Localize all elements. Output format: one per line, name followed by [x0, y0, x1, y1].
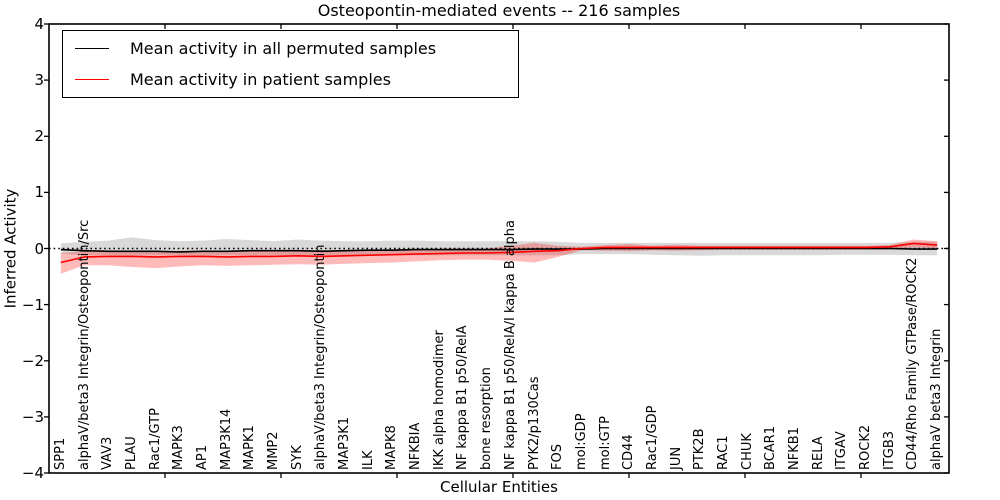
x-tick-label: alphaV/beta3 Integrin/Osteopontin — [313, 244, 329, 470]
x-tick-label: NF kappa B1 p50/RelA — [455, 325, 471, 470]
x-tick-label: MMP2 — [266, 431, 281, 470]
x-tick-label: BCAR1 — [763, 426, 779, 470]
x-tick-label: SYK — [289, 445, 305, 470]
x-tick-label: MAPK3 — [171, 425, 187, 470]
legend-label-permuted: Mean activity in all permuted samples — [130, 39, 437, 58]
legend-item-permuted: Mean activity in all permuted samples — [63, 33, 518, 64]
y-tick-label: 0 — [34, 239, 44, 258]
y-tick-label: 1 — [34, 183, 44, 202]
y-tick-label: −4 — [21, 464, 44, 482]
y-tick-label: 3 — [34, 71, 44, 90]
x-tick-label: MAPK8 — [384, 425, 400, 470]
x-tick-label: MAPK1 — [242, 425, 258, 470]
x-tick-label: RELA — [810, 436, 826, 470]
x-tick-label: NF kappa B1 p50/RelA/I kappa B alpha — [502, 220, 518, 470]
x-tick-label: VAV3 — [100, 436, 116, 470]
x-tick-label: CD44 — [621, 434, 637, 470]
x-tick-label: bone resorption — [479, 367, 495, 470]
x-tick-label: MAP3K14 — [218, 408, 234, 470]
y-tick-label: 2 — [34, 127, 44, 146]
x-tick-label: CHUK — [739, 433, 755, 470]
x-tick-label: Rac1/GTP — [147, 408, 163, 470]
x-tick-label: NFKBIA — [408, 422, 424, 470]
x-tick-label: AP1 — [194, 444, 210, 470]
x-tick-label: PYK2/p130Cas — [526, 376, 542, 470]
x-tick-label: mol:GDP — [573, 413, 589, 470]
x-tick-label: SPP1 — [52, 437, 68, 470]
patient-line-swatch-icon — [75, 79, 109, 80]
x-tick-label: ITGAV — [834, 431, 850, 470]
y-tick-label: −1 — [21, 295, 44, 314]
x-tick-label: ROCK2 — [858, 424, 874, 470]
x-tick-label: MAP3K1 — [337, 416, 353, 470]
x-tick-label: NFKB1 — [787, 427, 803, 470]
y-tick-label: 4 — [34, 15, 44, 33]
chart-title: Osteopontin-mediated events -- 216 sampl… — [317, 1, 681, 20]
x-tick-label: alphaV/beta3 Integrin/Osteopontin/Src — [76, 219, 92, 470]
legend-item-patient: Mean activity in patient samples — [63, 64, 518, 95]
x-tick-label: ITGB3 — [881, 430, 897, 470]
x-tick-label: PLAU — [123, 436, 139, 470]
x-tick-label: mol:GTP — [597, 416, 613, 470]
x-tick-label: IKK alpha homodimer — [431, 330, 447, 470]
x-tick-label: CD44/Rho Family GTPase/ROCK2 — [905, 257, 921, 470]
x-tick-label: FOS — [550, 444, 566, 470]
y-tick-label: −2 — [21, 351, 44, 370]
x-tick-label: JUN — [668, 446, 684, 470]
x-axis-label: Cellular Entities — [440, 478, 558, 496]
permuted-line-swatch-icon — [75, 48, 109, 49]
legend-label-patient: Mean activity in patient samples — [130, 70, 391, 89]
legend: Mean activity in all permuted samples Me… — [62, 30, 519, 98]
y-tick-label: −3 — [21, 407, 44, 426]
x-tick-label: Rac1/GDP — [644, 405, 660, 470]
x-tick-label: RAC1 — [716, 435, 731, 470]
x-tick-label: ILK — [360, 450, 376, 470]
x-tick-label: PTK2B — [692, 428, 708, 471]
patient-mean-line — [60, 242, 938, 264]
x-tick-label: alphaV beta3 Integrin — [929, 328, 945, 470]
